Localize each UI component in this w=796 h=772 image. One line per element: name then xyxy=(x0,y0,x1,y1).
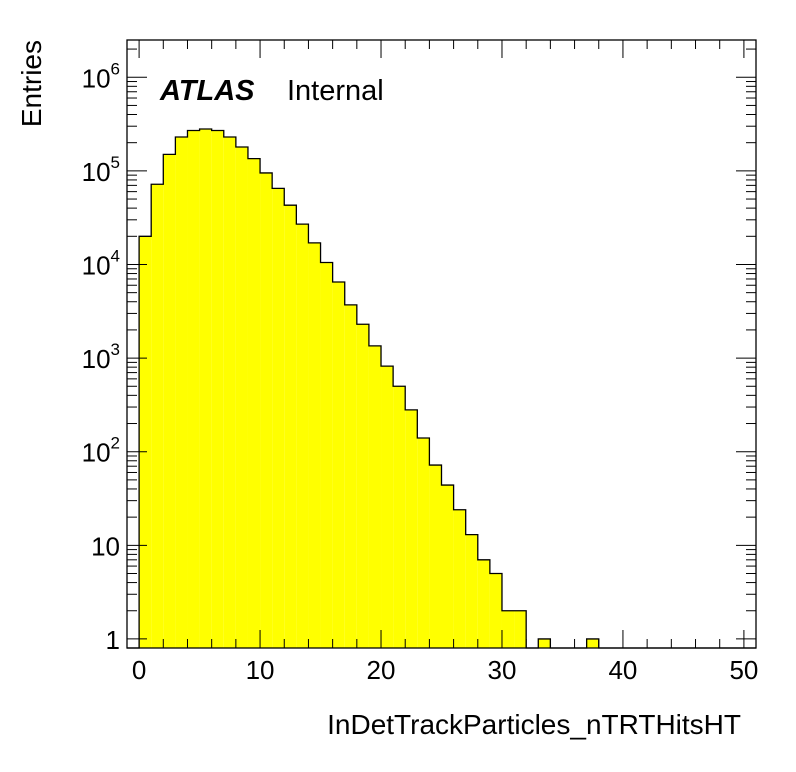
histogram-bar xyxy=(538,638,551,648)
histogram-bar xyxy=(356,324,369,648)
histogram-bar xyxy=(284,205,297,648)
plot-frame xyxy=(126,39,757,649)
histogram-bar xyxy=(489,573,502,648)
y-tick-label: 104 xyxy=(82,246,120,280)
histogram-bar xyxy=(586,638,599,648)
x-tick-label: 10 xyxy=(246,655,275,685)
atlas-label: ATLAS xyxy=(159,75,255,107)
axis-ticks xyxy=(127,40,756,648)
histogram-bar xyxy=(320,262,333,648)
histogram-bar xyxy=(393,386,406,648)
histogram-bar xyxy=(235,146,248,648)
histogram-bar xyxy=(139,236,152,649)
histogram-bar xyxy=(405,409,418,648)
histogram-bar xyxy=(163,154,176,648)
histogram-bar xyxy=(501,610,515,648)
histogram-bar xyxy=(272,188,285,648)
y-tick-label: 102 xyxy=(82,434,120,468)
histogram-bar xyxy=(151,184,164,648)
histogram-bar xyxy=(187,130,200,649)
x-tick-label: 0 xyxy=(132,655,146,685)
y-tick-label: 105 xyxy=(82,153,120,187)
histogram-outline xyxy=(127,128,756,649)
histogram-bar xyxy=(332,281,345,648)
histogram-bar xyxy=(260,172,273,648)
x-tick-label: 30 xyxy=(488,655,517,685)
histogram-bar xyxy=(223,137,236,648)
histogram-bar xyxy=(308,242,321,648)
histogram-bar xyxy=(344,304,357,648)
y-tick-label: 1 xyxy=(106,625,120,655)
x-axis-title: InDetTrackParticles_nTRTHitsHT xyxy=(327,709,741,740)
histogram-bar xyxy=(175,137,188,648)
histogram-bar xyxy=(477,559,490,648)
histogram-bar xyxy=(247,158,261,648)
histogram-bar xyxy=(453,509,466,648)
histogram-bar xyxy=(211,130,224,649)
x-tick-label: 20 xyxy=(367,655,396,685)
x-tick-label: 40 xyxy=(608,655,637,685)
histogram-bars xyxy=(139,129,599,649)
y-tick-label: 10 xyxy=(91,531,120,561)
y-tick-label: 106 xyxy=(82,59,120,93)
histogram-bar xyxy=(296,224,309,648)
x-tick-labels: 0 10 20 30 40 50 xyxy=(132,655,758,685)
y-axis-title: Entries xyxy=(16,40,47,127)
x-tick-label: 50 xyxy=(729,655,758,685)
histogram-bar xyxy=(514,610,527,648)
histogram-bar xyxy=(429,465,442,648)
histogram-bar xyxy=(368,345,382,648)
histogram-bar xyxy=(417,438,430,648)
y-tick-label: 103 xyxy=(82,340,120,374)
histogram-bar xyxy=(199,129,212,648)
histogram-bar xyxy=(441,485,454,648)
histogram-bar xyxy=(381,366,394,648)
internal-label: Internal xyxy=(287,75,384,107)
y-tick-labels: 1 10 102 103 104 105 106 xyxy=(82,59,120,655)
histogram-bar xyxy=(465,534,478,648)
